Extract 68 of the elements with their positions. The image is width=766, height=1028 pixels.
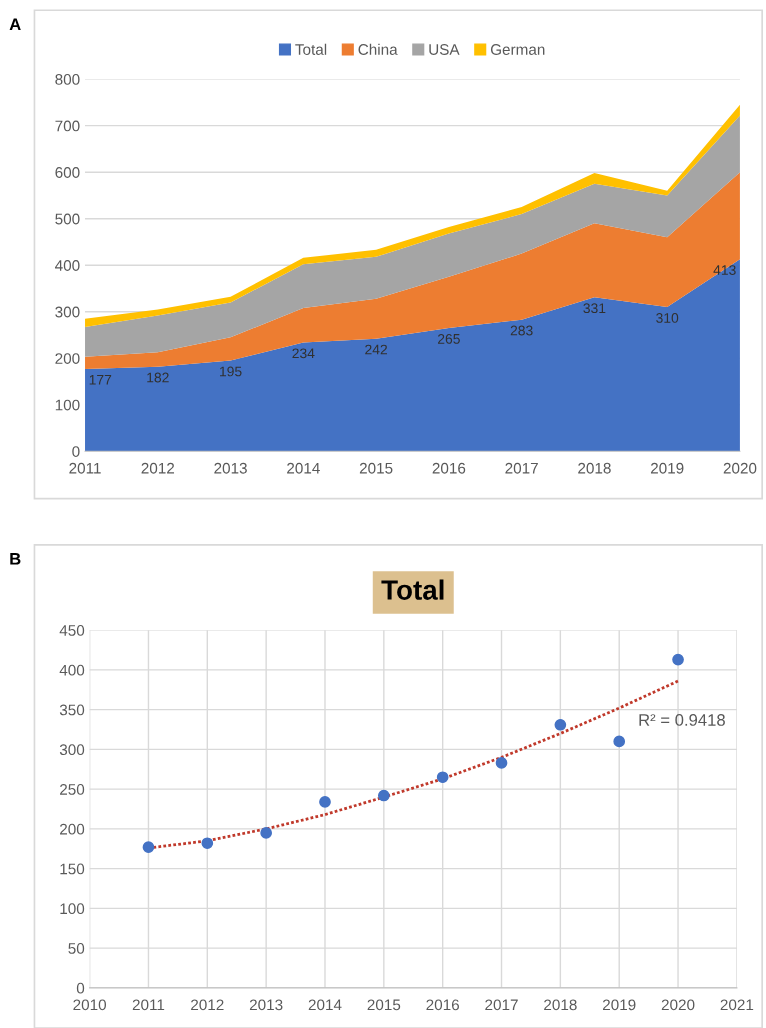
- y-tick-label: 700: [55, 120, 80, 132]
- y-tick-label: 0: [76, 982, 85, 994]
- annotation: R² = 0.9418: [639, 714, 725, 726]
- x-tick-label: 2019: [650, 462, 684, 474]
- y-tick-label: 400: [59, 664, 85, 676]
- legend-label: USA: [429, 44, 460, 55]
- x-tick-label: 2020: [661, 999, 695, 1011]
- y-tick-label: 200: [60, 823, 85, 835]
- point: [436, 771, 449, 784]
- data-label: 242: [365, 344, 387, 355]
- x-tick-label: 2011: [132, 999, 165, 1011]
- chart-title: Total: [381, 579, 444, 600]
- data-label: 265: [437, 333, 460, 344]
- point: [554, 718, 567, 731]
- y-tick-label: 200: [55, 353, 80, 364]
- x-tick-label: 2019: [602, 999, 636, 1011]
- x-tick-label: 2012: [191, 999, 224, 1011]
- y-tick-label: 500: [55, 213, 80, 225]
- point: [142, 841, 155, 854]
- y-tick-label: 300: [59, 744, 85, 756]
- legend-label: Total: [295, 43, 327, 55]
- x-tick-label: 2017: [505, 462, 538, 474]
- x-tick-label: 2016: [432, 462, 466, 474]
- data-label: 182: [147, 372, 169, 383]
- data-label: 331: [583, 303, 606, 314]
- data-label: 195: [220, 366, 242, 377]
- data-label: 310: [656, 313, 679, 323]
- y-tick-label: 0: [72, 446, 80, 457]
- y-tick-label: 100: [60, 903, 85, 915]
- y-tick-label: 450: [59, 625, 85, 636]
- x-tick-label: 2014: [308, 999, 342, 1011]
- point: [377, 789, 390, 802]
- x-tick-label: 2020: [723, 462, 757, 474]
- x-tick-label: 2012: [141, 462, 175, 474]
- data-label: 234: [292, 348, 315, 359]
- x-tick-label: 2016: [426, 999, 459, 1011]
- x-tick-label: 2010: [73, 999, 107, 1011]
- text: A: [9, 18, 21, 31]
- data-label: 177: [89, 375, 112, 385]
- x-tick-label: 2013: [214, 462, 247, 474]
- point: [319, 796, 331, 808]
- text: B: [10, 553, 21, 565]
- x-tick-label: 2018: [544, 999, 577, 1011]
- x-tick-label: 2015: [359, 462, 393, 474]
- x-tick-label: 2017: [485, 999, 518, 1011]
- x-tick-label: 2021: [720, 999, 754, 1011]
- y-tick-label: 250: [60, 784, 85, 795]
- point: [201, 837, 214, 850]
- y-tick-label: 150: [60, 863, 85, 875]
- y-tick-label: 400: [55, 260, 80, 271]
- y-tick-label: 350: [59, 704, 85, 716]
- point: [613, 735, 626, 748]
- legend-label: China: [358, 43, 398, 55]
- y-tick-label: 50: [68, 943, 85, 954]
- x-tick-label: 2013: [249, 999, 283, 1011]
- point: [260, 827, 272, 839]
- y-tick-label: 600: [55, 167, 80, 178]
- legend-label: German: [490, 44, 545, 55]
- x-tick-label: 2015: [367, 999, 401, 1011]
- point: [672, 653, 684, 666]
- y-tick-label: 800: [55, 74, 80, 85]
- y-tick-label: 100: [55, 399, 80, 411]
- x-tick-label: 2014: [287, 462, 320, 474]
- x-tick-label: 2018: [578, 462, 611, 474]
- y-tick-label: 300: [55, 306, 80, 318]
- x-tick-label: 2011: [69, 462, 101, 474]
- data-label: 283: [510, 325, 533, 336]
- point: [495, 757, 508, 769]
